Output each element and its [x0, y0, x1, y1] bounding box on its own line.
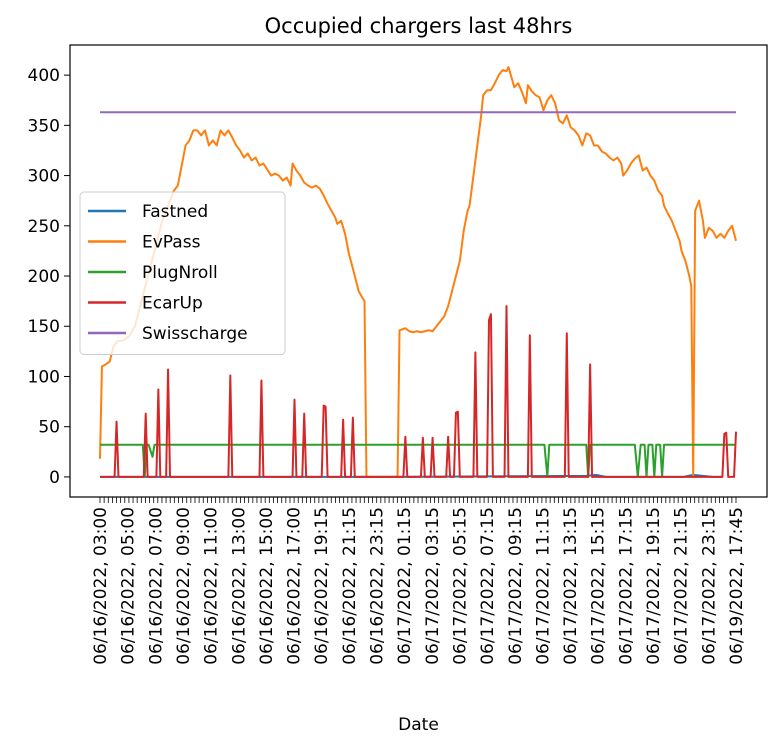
- y-tick-label: 100: [28, 367, 60, 387]
- y-tick-label: 150: [28, 317, 60, 337]
- legend-label: PlugNroll: [142, 263, 218, 283]
- x-tick-label: 06/16/2022, 17:00: [285, 507, 305, 665]
- series-line-evpass: [99, 66, 737, 478]
- chart-title: Occupied chargers last 48hrs: [265, 14, 573, 38]
- x-tick-label: 06/16/2022, 23:15: [368, 507, 388, 665]
- series-line-plugnroll: [100, 443, 736, 478]
- x-tick-label: 06/17/2022, 01:15: [395, 507, 415, 665]
- x-tick-label: 06/16/2022, 21:15: [340, 507, 360, 665]
- y-tick-label: 350: [28, 116, 60, 136]
- x-tick-label: 06/16/2022, 03:00: [91, 507, 111, 665]
- legend-label: EvPass: [142, 233, 201, 253]
- x-tick-label: 06/16/2022, 09:00: [174, 507, 194, 665]
- legend-label: EcarUp: [142, 294, 203, 314]
- y-tick-label: 300: [28, 167, 60, 187]
- x-tick-label: 06/19/2022, 17:45: [727, 507, 747, 665]
- x-tick-label: 06/17/2022, 19:15: [644, 507, 664, 665]
- legend-label: Swisscharge: [142, 324, 248, 344]
- y-tick-label: 400: [28, 66, 60, 86]
- x-tick-label: 06/17/2022, 03:15: [423, 507, 443, 665]
- legend-box: [79, 191, 286, 355]
- plot-frame: [69, 44, 768, 498]
- x-tick-label: 06/16/2022, 13:00: [229, 507, 249, 665]
- x-tick-label: 06/16/2022, 07:00: [146, 507, 166, 665]
- y-tick-label: 200: [28, 267, 60, 287]
- y-tick-label: 0: [49, 468, 60, 488]
- x-tick-label: 06/16/2022, 19:15: [312, 507, 332, 665]
- x-tick-label: 06/17/2022, 13:15: [561, 507, 581, 665]
- x-tick-label: 06/17/2022, 21:15: [672, 507, 692, 665]
- x-tick-label: 06/16/2022, 11:00: [202, 507, 222, 665]
- x-tick-label: 06/16/2022, 05:00: [119, 507, 139, 665]
- x-tick-label: 06/17/2022, 11:15: [533, 507, 553, 665]
- x-tick-label: 06/17/2022, 15:15: [589, 507, 609, 665]
- legend-label: Fastned: [142, 202, 208, 222]
- x-tick-label: 06/17/2022, 23:15: [699, 507, 719, 665]
- x-tick-label: 06/17/2022, 17:15: [616, 507, 636, 665]
- plot-area: [99, 66, 737, 478]
- x-tick-label: 06/17/2022, 09:15: [506, 507, 526, 665]
- x-axis-label: Date: [398, 715, 439, 735]
- y-axis: 0 50 100 150 200 250 300 350 400: [28, 66, 70, 488]
- x-tick-label: 06/17/2022, 07:15: [478, 507, 498, 665]
- series-line-ecarup: [100, 305, 737, 478]
- y-tick-label: 250: [28, 217, 60, 237]
- x-axis: 06/16/2022, 03:00 06/16/2022, 05:00 06/16/…: [91, 497, 747, 665]
- y-tick-label: 50: [38, 418, 60, 438]
- x-tick-label: 06/16/2022, 15:00: [257, 507, 277, 665]
- x-tick-label: 06/17/2022, 05:15: [450, 507, 470, 665]
- legend: Fastned EvPass PlugNroll EcarUp Swisscharge: [79, 191, 286, 355]
